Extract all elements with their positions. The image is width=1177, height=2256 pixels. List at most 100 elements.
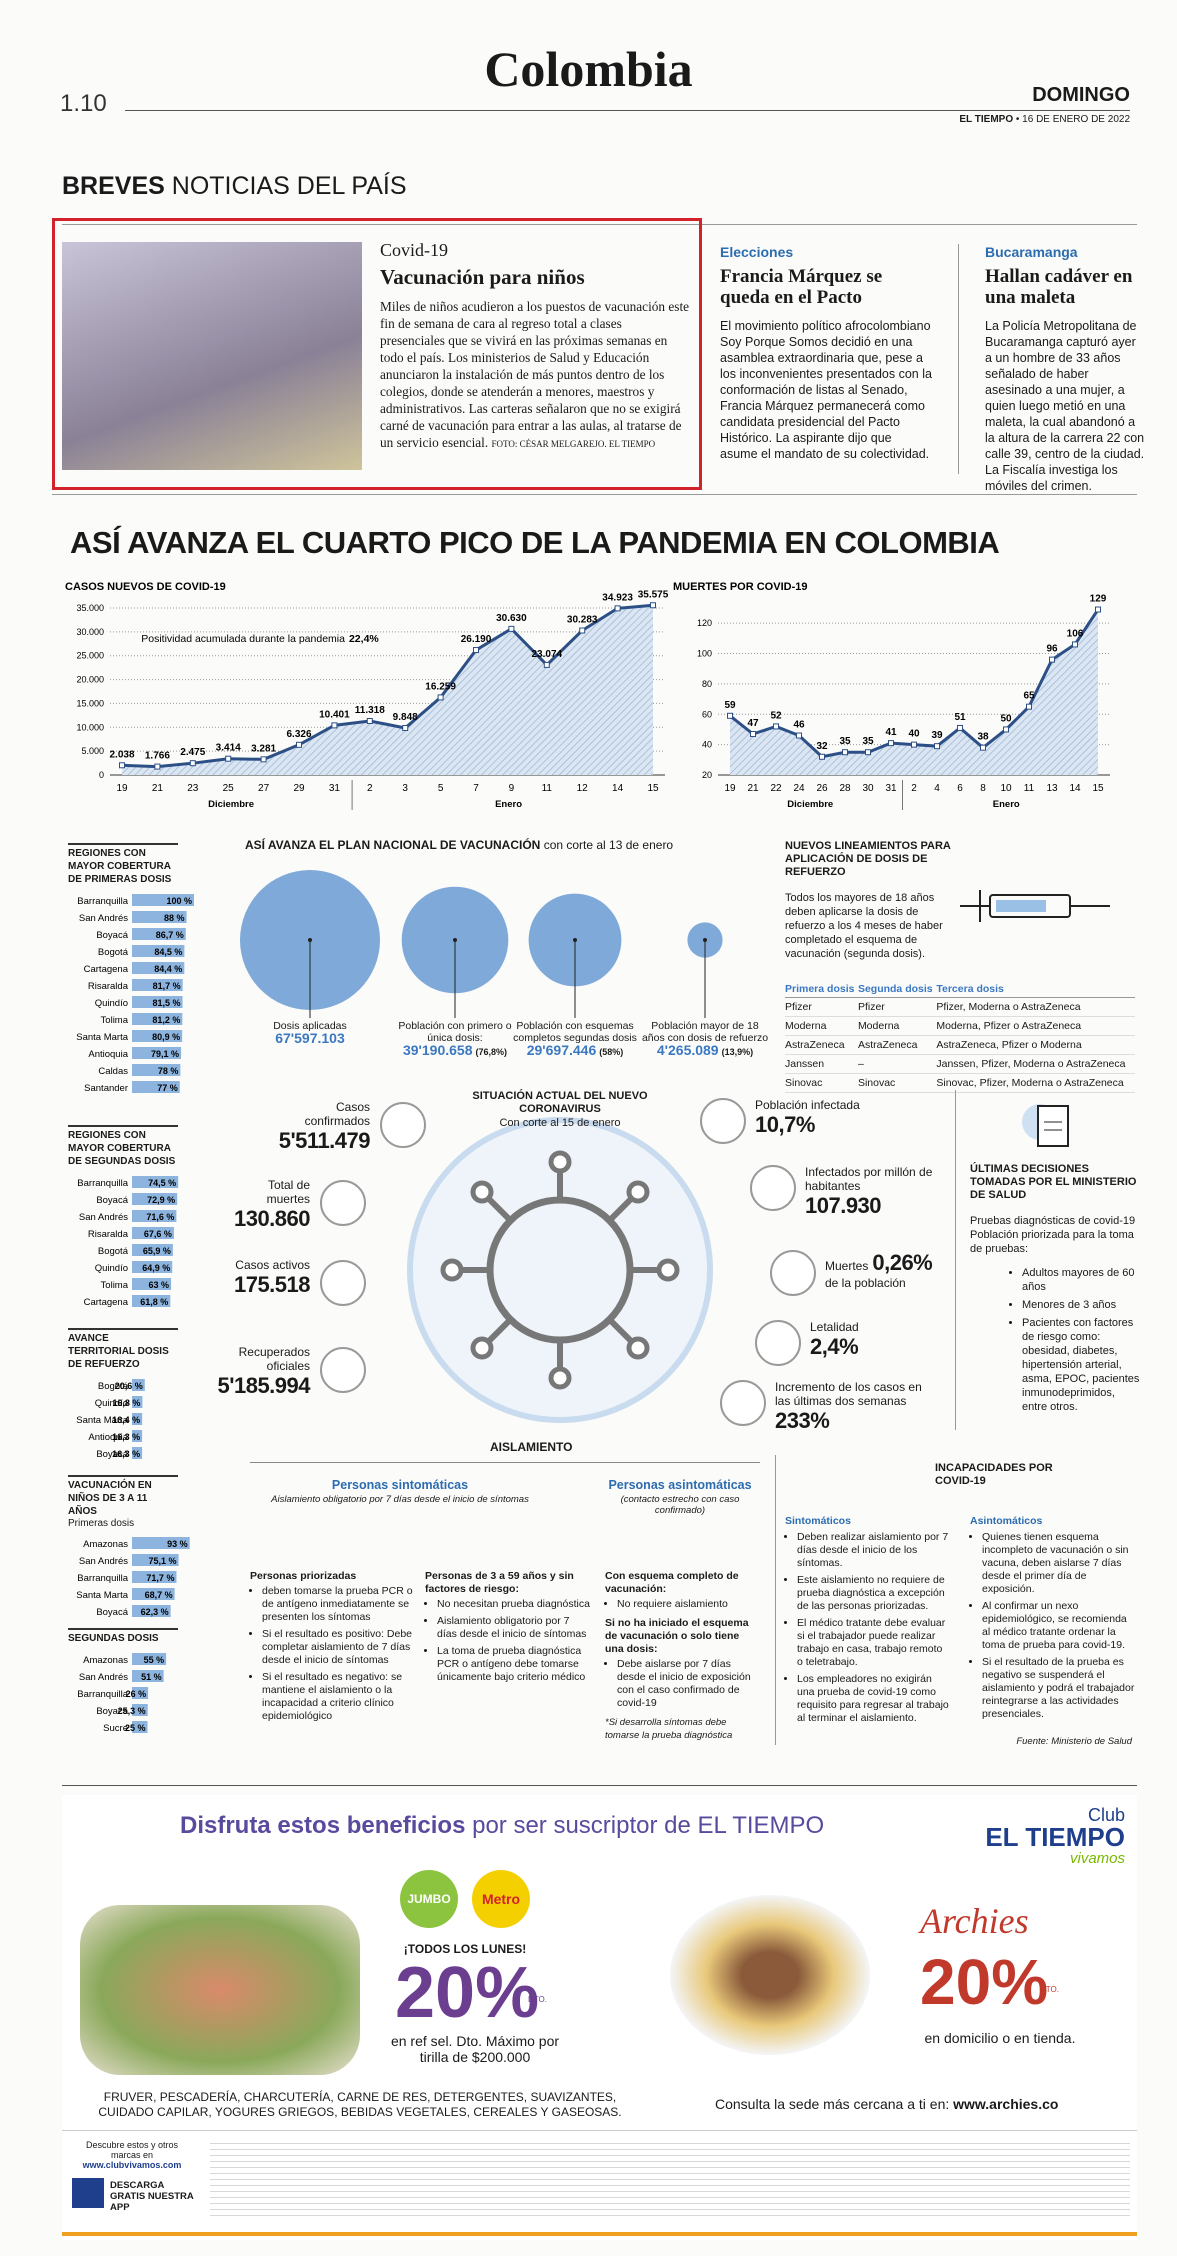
y-tick-label: 120 <box>697 618 712 628</box>
block-title: Con esquema completo de vacunación: <box>605 1570 739 1595</box>
point <box>750 731 756 738</box>
x-tick-label: 11 <box>542 783 553 794</box>
region-name: Tolima <box>101 1280 129 1291</box>
y-tick-label: 100 <box>697 649 712 659</box>
stat-icon <box>700 1098 746 1144</box>
bar-label: 84,4 % <box>154 964 182 974</box>
bar-label: 64,9 % <box>142 1263 170 1273</box>
coverage-list: VACUNACIÓN EN NIÑOS DE 3 A 11 AÑOS Primer… <box>68 1475 223 1625</box>
stat-icon <box>320 1347 366 1393</box>
metro-logo: Metro <box>472 1870 530 1928</box>
bar-list: Amazonas 55 % San Andrés 51 % Barranquilla26… <box>77 1653 167 1734</box>
y-tick-label: 10.000 <box>76 722 104 732</box>
brief-body: Miles de niños acudieron a los puestos d… <box>380 299 690 450</box>
x-tick-label: 11 <box>1024 783 1035 794</box>
symptomatic: Personas sintomáticas <box>331 1478 469 1492</box>
point <box>957 724 963 731</box>
column-item: Al confirmar un nexo epidemiológico, se … <box>982 1600 1135 1652</box>
y-tick-label: 30.000 <box>76 627 104 637</box>
column-item: Los empleadores no exigirán una prueba d… <box>797 1673 950 1725</box>
region-name: Sucre <box>103 1723 128 1734</box>
archies-logo: Archies <box>920 1901 1029 1941</box>
stat-icon <box>770 1250 816 1296</box>
bar-label: 25 % <box>125 1723 146 1733</box>
club-tag: vivamos <box>1069 1850 1125 1867</box>
bottom-bar <box>62 2232 1137 2236</box>
value-label: 129 <box>1090 594 1107 605</box>
value-label: 41 <box>885 727 897 738</box>
bubble-label-box: Población con primero o única dosis:39'1… <box>398 1020 511 1057</box>
bubble-label-box: Población mayor de 18 años con dosis de … <box>640 1020 770 1058</box>
jumbo-terms: en ref sel. Dto. Máximo por tirilla de $… <box>390 2033 560 2065</box>
archies-url: www.archies.co <box>953 2096 1059 2112</box>
y-tick-label: 0 <box>99 770 104 780</box>
region-name: Caldas <box>98 1066 128 1077</box>
value-label: 30.630 <box>496 613 527 624</box>
value-label: 9.848 <box>393 712 418 723</box>
stat-icon <box>720 1380 766 1426</box>
ministry-text: Pruebas diagnósticas de covid-19 Poblaci… <box>970 1215 1136 1255</box>
chart-title: CASOS NUEVOS DE COVID-19 <box>65 581 226 593</box>
bar <box>132 1430 143 1442</box>
clipboard-icon <box>1022 1104 1069 1147</box>
table-row: Moderna Moderna Moderna, Pfizer o AstraZen… <box>785 1016 1135 1036</box>
x-tick-label: 19 <box>116 783 128 794</box>
bar-list: Amazonas 93 % San Andrés 75,1 % Barranquilla… <box>76 1537 190 1618</box>
x-tick-label: 6 <box>957 783 963 794</box>
list-title: VACUNACIÓN EN NIÑOS DE 3 A 11 AÑOS <box>68 1475 178 1518</box>
x-tick-label: 22 <box>770 783 782 794</box>
month-label: Enero <box>993 799 1020 810</box>
table-cell: Pfizer <box>857 997 937 1017</box>
charts: CASOS NUEVOS DE COVID-19 0 5.000 10.000 15.0… <box>65 581 1110 810</box>
stat-icon <box>380 1102 426 1148</box>
region-name: Boyacá <box>96 1449 128 1460</box>
stat: Casos confirmados 5'511.479 <box>260 1100 371 1154</box>
stat-label: Incremento de los casos en las últimas d… <box>775 1380 922 1408</box>
stat: Población infectada 10,7% <box>755 1098 905 1138</box>
bar-label: 51 % <box>141 1672 162 1682</box>
area <box>730 609 1098 775</box>
stat-value: 2,4% <box>810 1334 859 1359</box>
y-tick-label: 20 <box>702 770 712 780</box>
bubble-pct: (76,8%) <box>475 1047 508 1057</box>
coverage-list: REGIONES CON MAYOR COBERTURA DE PRIMERAS… <box>68 843 223 1101</box>
list-title: REGIONES CON MAYOR COBERTURA DE SEGUNDAS… <box>68 1125 178 1168</box>
bar <box>132 1278 172 1290</box>
bar-label: 16,8 % <box>112 1398 140 1408</box>
region-name: San Andrés <box>79 913 128 924</box>
ministry-item: Pacientes con factores de riesgo como: o… <box>1022 1316 1140 1414</box>
x-tick-label: 14 <box>612 783 624 794</box>
bubble-value-line: 67'597.103 <box>245 1031 375 1046</box>
breves-sub: NOTICIAS DEL PAÍS <box>171 172 407 200</box>
table-row: Janssen – Janssen, Pfizer, Moderna o Astra… <box>785 1054 1135 1074</box>
table-cell: Moderna <box>785 1016 858 1036</box>
archies-dto: DTO. <box>1040 1985 1059 1994</box>
stat-label: Recuperados oficiales <box>238 1345 310 1373</box>
region-name: Santa Marta <box>76 1415 128 1426</box>
fine-print <box>210 2138 1130 2218</box>
stat: Muertes 0,26% de la población <box>825 1250 975 1290</box>
region-name: Amazonas <box>83 1539 128 1550</box>
bar <box>132 1081 180 1093</box>
x-tick-label: 25 <box>223 783 235 794</box>
block-note: *Si desarrolla síntomas debe tomarse la … <box>605 1717 733 1741</box>
table-cell: Pfizer, Moderna o AstraZeneca <box>936 997 1135 1017</box>
list-title: SEGUNDAS DOSIS <box>68 1628 178 1645</box>
value-label: 2.038 <box>109 749 134 760</box>
block-item: No necesitan prueba diagnóstica <box>437 1598 590 1611</box>
bar <box>132 1571 177 1583</box>
value-label: 59 <box>724 700 736 711</box>
bubble-label-wrap: Población mayor de 18 años con dosis de … <box>640 1020 770 1058</box>
highlight-box <box>52 218 702 490</box>
y-tick-label: 5.000 <box>81 746 104 756</box>
point <box>934 743 940 750</box>
section-title: Colombia <box>484 41 693 97</box>
value-label: 35 <box>839 736 851 747</box>
coverage-list: SEGUNDAS DOSIS Amazonas 55 % San Andrés 51 %… <box>68 1628 223 1741</box>
table-cell: Moderna <box>857 1016 937 1036</box>
block-item: Aislamiento obligatorio por 7 días desde… <box>437 1615 590 1641</box>
value-label: 2.475 <box>180 747 205 758</box>
region-name: San Andrés <box>79 1212 128 1223</box>
bar <box>132 1670 164 1682</box>
